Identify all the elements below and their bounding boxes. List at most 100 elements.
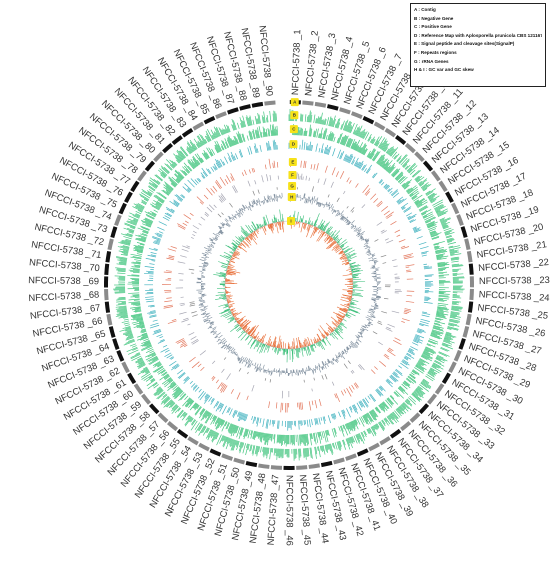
gc-skew-bar xyxy=(340,322,345,326)
feature-tick xyxy=(449,315,456,318)
gc-var-bar xyxy=(248,359,251,364)
feature-tick xyxy=(336,118,341,129)
feature-tick xyxy=(134,206,144,211)
ring-tag-letter: C xyxy=(292,127,296,132)
contig-segment xyxy=(466,250,473,263)
feature-tick xyxy=(219,198,223,203)
feature-tick xyxy=(137,357,143,361)
gc-skew-bar xyxy=(308,344,310,346)
feature-tick xyxy=(152,237,161,241)
feature-tick xyxy=(256,417,259,424)
gc-var-bar xyxy=(204,320,209,323)
gc-var-bar xyxy=(215,236,219,239)
feature-tick xyxy=(416,178,421,183)
feature-tick xyxy=(214,158,221,168)
gc-var-bar xyxy=(235,354,237,356)
feature-tick xyxy=(258,126,262,138)
feature-tick xyxy=(329,133,332,141)
feature-tick xyxy=(183,376,189,381)
gc-var-bar xyxy=(222,223,225,226)
feature-tick xyxy=(354,127,359,135)
feature-tick xyxy=(167,377,172,382)
gc-var-bar xyxy=(251,205,254,208)
feature-tick xyxy=(403,253,414,257)
feature-tick xyxy=(149,315,157,318)
feature-tick xyxy=(204,213,209,217)
feature-tick xyxy=(198,390,205,399)
feature-tick xyxy=(194,162,198,167)
feature-tick xyxy=(431,235,440,239)
feature-tick xyxy=(160,396,170,405)
gc-var-bar xyxy=(375,269,379,271)
gc-var-bar xyxy=(350,342,354,346)
feature-tick xyxy=(144,343,152,347)
gc-var-bar xyxy=(374,305,378,307)
gc-skew-bar xyxy=(319,223,323,229)
gc-var-bar xyxy=(267,196,269,200)
feature-tick xyxy=(342,439,346,446)
gc-skew-bar xyxy=(352,281,366,283)
feature-tick xyxy=(166,159,175,168)
feature-tick xyxy=(331,414,334,419)
feature-tick xyxy=(157,199,164,204)
feature-tick xyxy=(346,156,350,162)
gc-var-bar xyxy=(204,251,208,254)
gc-skew-bar xyxy=(335,328,339,331)
feature-tick xyxy=(141,373,152,380)
feature-tick xyxy=(312,432,316,442)
feature-tick xyxy=(300,113,302,122)
ring-tag: G xyxy=(288,182,297,191)
feature-tick xyxy=(431,365,442,373)
feature-tick xyxy=(426,221,438,227)
gc-skew-bar xyxy=(218,275,226,278)
feature-tick xyxy=(424,274,434,276)
feature-tick xyxy=(307,114,310,123)
feature-tick xyxy=(342,121,347,131)
gc-skew-bar xyxy=(298,221,301,228)
gc-var-bar xyxy=(326,203,328,206)
contig-segment xyxy=(465,313,472,326)
gc-skew-bar xyxy=(324,331,328,337)
gc-skew-bar xyxy=(234,324,240,329)
feature-tick xyxy=(230,138,234,146)
feature-tick xyxy=(438,271,448,274)
feature-tick xyxy=(163,166,170,173)
gc-skew-bar xyxy=(240,242,247,248)
gc-skew-bar xyxy=(314,223,317,227)
feature-tick xyxy=(187,189,191,193)
gc-var-bar xyxy=(368,251,371,254)
feature-tick xyxy=(198,409,206,419)
gc-skew-bar xyxy=(237,318,244,324)
gc-var-bar xyxy=(231,217,233,219)
feature-tick xyxy=(157,367,165,373)
gc-skew-bar xyxy=(235,242,239,246)
feature-tick xyxy=(390,395,395,400)
feature-tick xyxy=(190,383,196,388)
feature-tick xyxy=(409,373,416,379)
gc-var-bar xyxy=(206,321,210,324)
feature-tick xyxy=(126,346,138,353)
feature-tick xyxy=(174,174,182,182)
feature-tick xyxy=(128,215,139,221)
contig-segment xyxy=(283,465,295,470)
feature-tick xyxy=(363,430,367,438)
gc-skew-bar xyxy=(310,338,314,345)
feature-tick xyxy=(342,409,346,417)
feature-tick xyxy=(427,193,436,199)
gc-skew-bar xyxy=(347,255,357,261)
gc-skew-bar xyxy=(227,301,230,303)
gc-skew-bar xyxy=(238,241,241,244)
ring-tag-letter: I xyxy=(290,219,291,224)
contig-segment xyxy=(296,465,308,470)
feature-tick xyxy=(321,375,324,380)
feature-tick xyxy=(183,412,187,417)
feature-tick xyxy=(169,179,177,187)
gc-skew-bar xyxy=(251,224,256,231)
feature-tick xyxy=(252,416,256,424)
feature-tick xyxy=(404,184,410,190)
gc-skew-bar xyxy=(308,342,311,346)
feature-tick xyxy=(215,418,222,429)
feature-tick xyxy=(441,222,447,225)
gc-var-bar xyxy=(370,266,376,269)
feature-tick xyxy=(323,178,327,185)
